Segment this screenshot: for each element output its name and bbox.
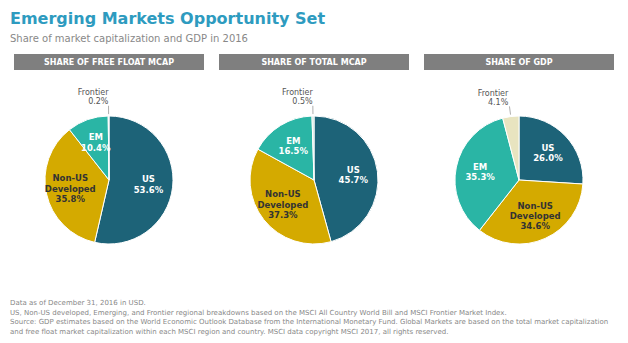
panel-title-bar xyxy=(424,54,614,70)
panel-title: SHARE OF TOTAL MCAP xyxy=(261,58,366,67)
pie-slice xyxy=(312,116,314,180)
slice-category-label: US xyxy=(142,174,155,184)
slice-value-label: 0.5% xyxy=(292,97,313,106)
footer: Data as of December 31, 2016 in USD. US,… xyxy=(10,299,618,337)
panel-title: SHARE OF GDP xyxy=(485,58,552,67)
title: Emerging Markets Opportunity Set xyxy=(10,9,325,28)
pie-slice xyxy=(503,116,519,180)
slice-category-label: EM xyxy=(286,136,300,146)
slices xyxy=(250,116,378,244)
slice-category-label: Non-USDeveloped xyxy=(510,201,561,221)
panel-title-bar xyxy=(14,54,204,70)
labels: US53.6% Non-USDeveloped35.8% EM10.4% Fronti… xyxy=(45,88,164,204)
slices xyxy=(45,116,173,244)
leader-line xyxy=(509,106,510,114)
labels: US26.0% Non-USDeveloped34.6% EM35.3% Fronti… xyxy=(465,88,563,231)
labels: US45.7% Non-USDeveloped37.3% EM16.5% Fronti… xyxy=(257,88,368,220)
slice-value-label: 16.5% xyxy=(279,146,309,156)
pie-slice xyxy=(519,116,583,184)
panel-title: SHARE OF FREE FLOAT MCAP xyxy=(44,58,174,67)
slice-value-label: 4.1% xyxy=(488,98,509,107)
slice-value-label: 35.8% xyxy=(56,194,86,204)
slices xyxy=(455,116,583,244)
slice-value-label: 0.2% xyxy=(88,97,109,106)
leader-line xyxy=(108,106,109,114)
slice-value-label: 35.3% xyxy=(465,172,495,182)
slice-value-label: 53.6% xyxy=(134,185,164,195)
panel-title-bar xyxy=(219,54,409,70)
slice-value-label: 34.6% xyxy=(520,221,550,231)
slice-category-label: Frontier xyxy=(282,88,313,97)
slice-value-label: 26.0% xyxy=(533,153,563,163)
subtitle: Share of market capitalization and GDP i… xyxy=(10,33,248,44)
pie-panel: SHARE OF FREE FLOAT MCAP US53.6% Non-USDev… xyxy=(14,54,204,244)
slice-category-label: US xyxy=(347,165,360,175)
slice-category-label: Frontier xyxy=(78,88,109,97)
slice-category-label: Frontier xyxy=(478,88,509,97)
pie-slice xyxy=(258,116,314,180)
slice-value-label: 10.4% xyxy=(81,143,111,153)
slice-category-label: US xyxy=(541,143,554,153)
pie-panel: SHARE OF GDP US26.0% Non-USDeveloped34.6% E… xyxy=(424,54,614,244)
slice-category-label: Non-USDeveloped xyxy=(45,173,96,193)
slice-category-label: Non-USDeveloped xyxy=(257,189,308,209)
leader-line xyxy=(312,106,313,114)
slice-category-label: EM xyxy=(89,132,103,142)
pie-panel: SHARE OF TOTAL MCAP US45.7% Non-USDevelope… xyxy=(219,54,409,244)
slice-category-label: EM xyxy=(473,162,487,172)
slice-value-label: 37.3% xyxy=(268,210,298,220)
slice-value-label: 45.7% xyxy=(339,175,369,185)
chart: Emerging Markets Opportunity Set Share of… xyxy=(0,0,628,343)
